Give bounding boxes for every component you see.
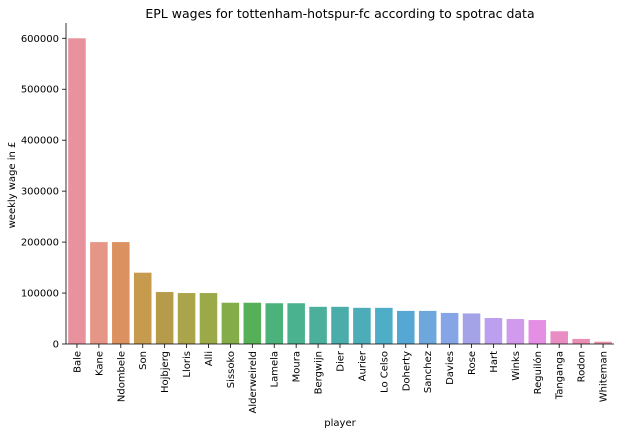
- x-tick-label: Rose: [467, 351, 478, 375]
- y-tick-label: 300000: [21, 187, 59, 198]
- bar: [68, 38, 86, 345]
- bar: [484, 318, 503, 344]
- y-tick-label: 500000: [21, 85, 59, 96]
- y-tick-label: 400000: [21, 136, 59, 147]
- bar: [418, 310, 437, 344]
- x-tick-label: Davies: [445, 351, 456, 385]
- x-tick-label: Sissoko: [226, 351, 237, 388]
- bar: [133, 272, 152, 344]
- x-tick-label: Sanchez: [423, 351, 434, 393]
- bar: [331, 306, 349, 344]
- chart-title: EPL wages for tottenham-hotspur-fc accor…: [145, 6, 534, 21]
- bar: [396, 310, 415, 344]
- bar: [287, 303, 305, 344]
- bar: [440, 312, 459, 344]
- bar: [199, 293, 218, 344]
- x-tick-label: Reguilón: [532, 351, 544, 394]
- x-tick-label: Rodon: [577, 351, 588, 382]
- bar: [309, 306, 327, 344]
- y-tick-label: 100000: [21, 289, 59, 300]
- x-tick-label: Son: [138, 351, 149, 370]
- x-axis-label: player: [324, 418, 356, 429]
- y-tick-label: 0: [53, 340, 59, 351]
- y-axis-label: weekly wage in £: [7, 142, 18, 229]
- x-axis: Bale Kane Ndombele Son Hojbjerg Lloris Alli Sis…: [66, 343, 614, 414]
- bar: [462, 313, 481, 344]
- bars-group: [68, 38, 612, 345]
- x-tick-label: Lo Celso: [379, 351, 390, 393]
- bar: [265, 303, 284, 344]
- x-tick-label: Kane: [94, 351, 105, 376]
- y-axis: 0 100000 200000 300000 400000 500000 600000: [21, 23, 67, 351]
- x-tick-label: Ndombele: [116, 351, 127, 402]
- bar: [112, 242, 130, 344]
- x-tick-label: Hart: [489, 351, 500, 373]
- bar: [572, 338, 590, 344]
- x-tick-label: Doherty: [401, 351, 412, 391]
- bar: [375, 307, 393, 344]
- bar: [90, 242, 108, 344]
- x-tick-label: Lamela: [270, 351, 281, 388]
- x-tick-label: Alderweireld: [248, 351, 259, 414]
- x-tick-label: Aurier: [357, 350, 368, 381]
- x-tick-label: Alli: [204, 351, 215, 366]
- x-tick-label: Moura: [292, 351, 303, 382]
- bar: [353, 307, 371, 344]
- y-tick-label: 600000: [21, 34, 59, 45]
- x-tick-label: Tanganga: [555, 351, 566, 400]
- x-tick-label: Bergwijn: [314, 351, 325, 394]
- bar: [243, 302, 262, 344]
- bar: [550, 331, 568, 344]
- bar: [177, 293, 196, 344]
- bar: [506, 319, 525, 344]
- x-tick-label: Bale: [72, 351, 83, 373]
- x-tick-label: Hojbjerg: [160, 351, 171, 393]
- x-tick-label: Winks: [511, 351, 522, 381]
- x-tick-label: Lloris: [182, 351, 193, 378]
- x-tick-label: Whiteman: [599, 351, 610, 402]
- bar: [221, 302, 240, 344]
- y-tick-label: 200000: [21, 238, 59, 249]
- bar: [528, 320, 547, 344]
- x-tick-label: Dier: [336, 350, 347, 372]
- bar: [594, 341, 612, 344]
- bar: [155, 292, 174, 344]
